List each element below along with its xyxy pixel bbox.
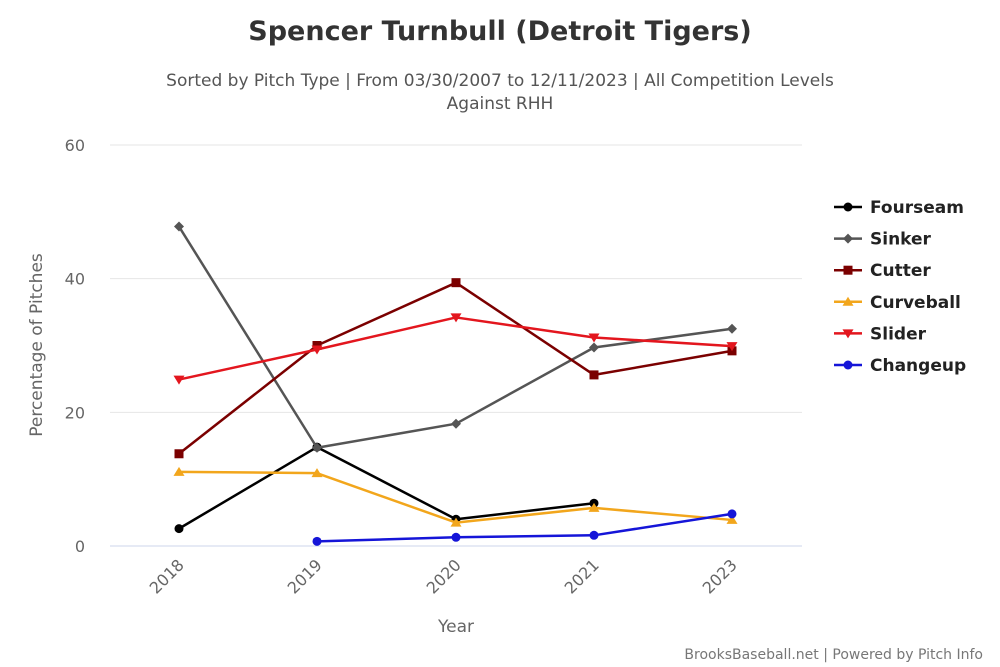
legend-item-changeup[interactable]: Changeup <box>834 356 966 376</box>
sinker-line <box>177 225 733 450</box>
series-fourseam <box>174 442 599 534</box>
cutter-point <box>174 449 184 459</box>
legend-swatch-marker <box>842 329 854 339</box>
y-tick-label: 20 <box>65 403 85 422</box>
curveball-point <box>450 517 462 527</box>
series-cutter <box>174 278 737 459</box>
series-sinker <box>174 221 737 453</box>
changeup-point <box>589 530 599 540</box>
chart-title: Spencer Turnbull (Detroit Tigers) <box>248 16 751 47</box>
y-axis-ticks: 0 20 40 60 <box>65 136 85 556</box>
y-tick-label: 60 <box>65 136 85 155</box>
legend-item-sinker[interactable]: Sinker <box>834 230 932 250</box>
slider-point <box>450 313 462 323</box>
legend-label: Cutter <box>870 261 931 281</box>
legend-swatch-marker <box>842 296 854 306</box>
sinker-point <box>312 442 322 453</box>
credit-text: BrooksBaseball.net | Powered by Pitch In… <box>684 647 983 663</box>
legend-item-fourseam[interactable]: Fourseam <box>834 198 964 218</box>
fourseam-line <box>178 445 595 530</box>
chart-subtitle-line1: Sorted by Pitch Type | From 03/30/2007 t… <box>166 71 834 91</box>
changeup-line <box>316 512 733 543</box>
y-axis-title: Percentage of Pitches <box>27 253 47 437</box>
cutter-point <box>451 278 461 288</box>
x-tick-label: 2023 <box>699 555 741 597</box>
legend-swatch-marker <box>843 233 853 244</box>
series-slider <box>173 313 738 385</box>
cutter-point <box>589 370 599 380</box>
slider-point <box>311 345 323 355</box>
legend-item-cutter[interactable]: Cutter <box>834 261 931 281</box>
slider-line <box>178 316 733 381</box>
x-tick-label: 2018 <box>146 555 188 597</box>
legend-label: Fourseam <box>870 198 964 218</box>
x-axis-title: Year <box>437 617 474 637</box>
gridlines <box>110 144 802 547</box>
x-tick-label: 2020 <box>423 555 465 597</box>
changeup-point <box>451 532 461 542</box>
changeup-point <box>727 509 737 519</box>
chart-subtitle-line2: Against RHH <box>447 94 554 114</box>
y-tick-label: 0 <box>75 537 85 556</box>
slider-point <box>173 375 185 385</box>
curveball-point <box>726 514 738 524</box>
legend-item-slider[interactable]: Slider <box>834 324 927 344</box>
series-changeup <box>312 509 737 546</box>
y-tick-label: 40 <box>65 270 85 289</box>
slider-point <box>726 342 738 352</box>
legend-item-curveball[interactable]: Curveball <box>834 293 961 313</box>
x-axis-ticks: 2018 2019 2020 2021 2023 <box>146 555 741 597</box>
slider-point <box>588 333 600 343</box>
legend-label: Changeup <box>870 356 966 376</box>
cutter-point <box>312 341 322 350</box>
fourseam-point <box>174 524 184 534</box>
legend-swatch-marker <box>843 360 853 370</box>
curveball-point <box>173 466 185 476</box>
sinker-point <box>174 221 184 232</box>
x-tick-label: 2021 <box>561 555 603 597</box>
legend-swatch-marker <box>843 265 853 275</box>
legend-swatch-marker <box>843 202 853 212</box>
legend-label: Slider <box>870 324 927 344</box>
sinker-point <box>727 323 737 334</box>
legend: Fourseam Sinker Cutter Curveball Slider Chang… <box>834 198 966 376</box>
series-group <box>173 221 738 546</box>
curveball-point <box>588 502 600 512</box>
legend-label: Sinker <box>870 230 932 250</box>
legend-label: Curveball <box>870 293 961 313</box>
x-tick-label: 2019 <box>284 555 326 597</box>
sinker-point <box>589 342 599 353</box>
sinker-point <box>451 418 461 429</box>
series-curveball <box>173 466 738 527</box>
curveball-point <box>311 468 323 478</box>
changeup-point <box>312 536 322 546</box>
